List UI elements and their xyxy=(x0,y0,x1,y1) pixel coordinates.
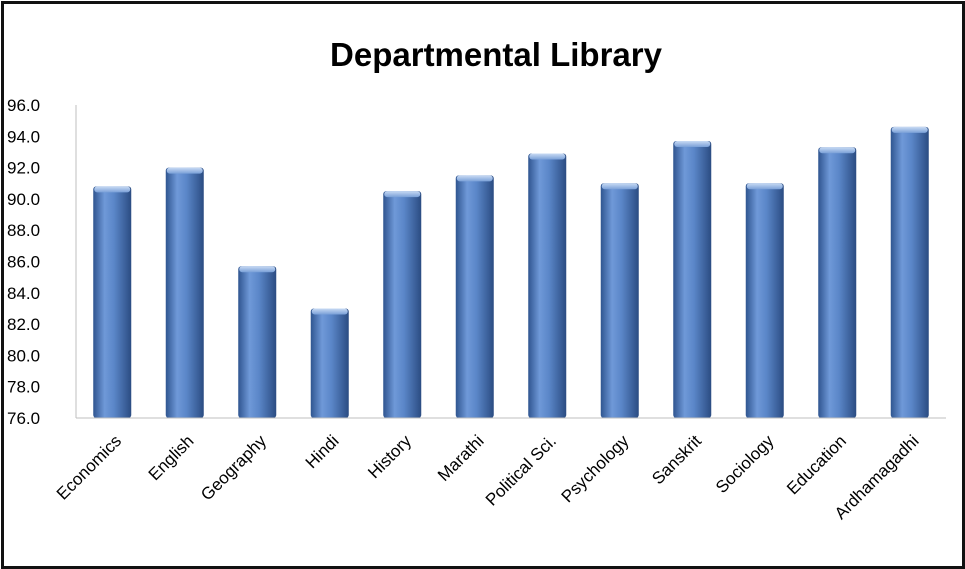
bar xyxy=(600,183,639,418)
bar xyxy=(238,266,277,418)
bar xyxy=(890,126,929,418)
y-tick-label: 78.0 xyxy=(7,378,40,397)
y-tick-label: 88.0 xyxy=(7,221,40,240)
bar xyxy=(383,191,422,418)
y-tick-label: 76.0 xyxy=(7,409,40,428)
bar xyxy=(455,175,494,418)
y-tick-label: 82.0 xyxy=(7,315,40,334)
bar xyxy=(165,167,204,418)
x-tick-label: Education xyxy=(783,431,850,498)
bar xyxy=(310,308,349,418)
y-tick-label: 96.0 xyxy=(7,96,40,115)
x-tick-label: Sanskrit xyxy=(648,431,705,488)
bar xyxy=(93,186,132,418)
y-tick-label: 84.0 xyxy=(7,284,40,303)
y-axis: 76.0 78.0 80.0 82.0 84.0 86.0 88.0 90.0 92.0 94.0… xyxy=(7,96,77,428)
x-tick-label: Sociology xyxy=(712,431,778,497)
x-tick-label: English xyxy=(145,431,198,484)
x-tick-label: History xyxy=(364,431,415,482)
bar xyxy=(528,153,567,418)
x-tick-label: Psychology xyxy=(558,431,633,506)
x-tick-label: Economics xyxy=(53,431,125,503)
y-tick-label: 94.0 xyxy=(7,127,40,146)
chart-title: Departmental Library xyxy=(330,36,663,73)
x-tick-label: Geography xyxy=(197,431,270,504)
bar xyxy=(673,140,712,418)
bar xyxy=(818,147,857,418)
y-tick-label: 90.0 xyxy=(7,190,40,209)
y-tick-label: 86.0 xyxy=(7,253,40,272)
x-axis: Economics English Geography Hindi History Mar… xyxy=(53,417,946,523)
y-tick-label: 92.0 xyxy=(7,159,40,178)
x-tick-label: Hindi xyxy=(302,431,343,472)
chart: Departmental Library 76.0 78.0 80.0 82.0 84.… xyxy=(7,36,946,523)
x-tick-label: Political Sci. xyxy=(482,431,560,509)
y-tick-label: 80.0 xyxy=(7,346,40,365)
bar xyxy=(745,183,784,418)
bar-series xyxy=(93,126,929,418)
x-tick-label: Marathi xyxy=(434,431,488,485)
